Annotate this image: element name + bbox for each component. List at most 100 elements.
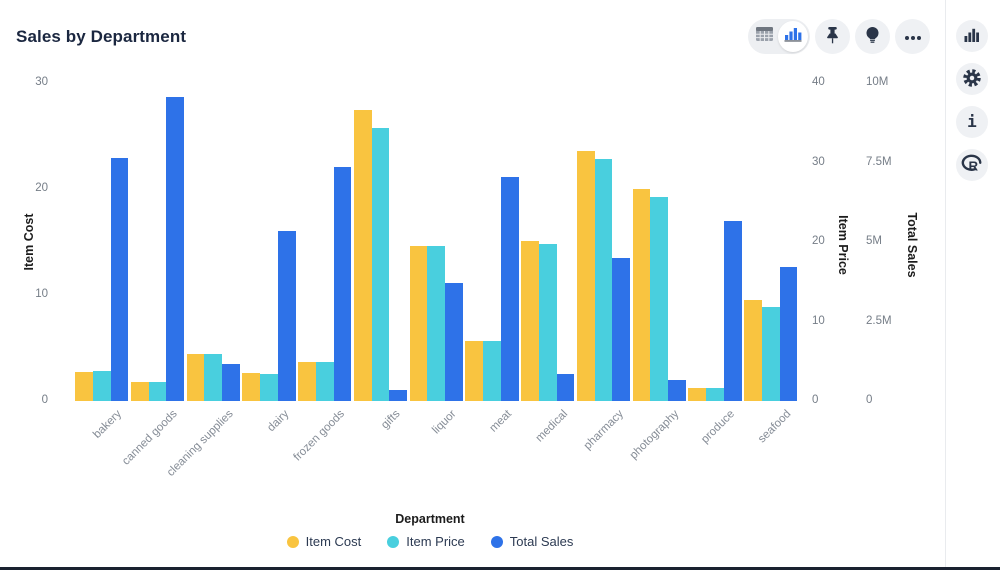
bar-photography-item-price[interactable]	[650, 197, 669, 401]
bar-meat-item-price[interactable]	[483, 340, 501, 401]
bar-bakery-item-cost[interactable]	[75, 372, 93, 401]
legend-item-total-sales[interactable]: Total Sales	[490, 534, 574, 549]
x-label-medical: medical	[533, 408, 571, 445]
lightbulb-icon	[864, 26, 881, 47]
x-label-meat: meat	[487, 408, 515, 435]
legend-label-total-sales: Total Sales	[509, 534, 574, 549]
widget-sidebar: i R	[956, 20, 988, 181]
info-button[interactable]: i	[956, 106, 988, 138]
x-label-produce: produce	[699, 408, 738, 446]
gear-icon	[962, 68, 982, 91]
bar-liquor-item-price[interactable]	[427, 245, 446, 401]
bar-medical-item-cost[interactable]	[521, 240, 539, 401]
chart-toolbar	[748, 19, 930, 54]
settings-button[interactable]	[956, 63, 988, 95]
r-attribution-button[interactable]: R	[956, 149, 988, 181]
tick-right2-0: 0	[866, 394, 873, 406]
tick-right2-10m: 10M	[866, 76, 889, 88]
tick-right1-30: 30	[812, 155, 825, 168]
legend-item-item-price[interactable]: Item Price	[387, 534, 465, 549]
tick-left-20: 20	[35, 182, 48, 194]
bar-cleaning-supplies-item-price[interactable]	[204, 354, 223, 401]
legend-dot-total-sales	[490, 535, 503, 548]
bar-gifts-item-price[interactable]	[371, 127, 390, 401]
view-toggle	[748, 19, 810, 54]
bar-pharmacy-item-cost[interactable]	[576, 150, 595, 401]
bar-seafood-item-cost[interactable]	[744, 300, 762, 401]
bar-frozen-goods-item-price[interactable]	[315, 362, 334, 401]
bar-frozen-goods-total-sales[interactable]	[333, 167, 352, 401]
table-view-icon	[755, 26, 774, 47]
page-title: Sales by Department	[16, 27, 187, 46]
legend-dot-item-price	[387, 535, 400, 548]
bar-produce-item-cost[interactable]	[688, 388, 707, 401]
bar-dairy-total-sales[interactable]	[277, 230, 296, 401]
chart-view-button[interactable]	[778, 21, 808, 52]
bar-produce-total-sales[interactable]	[723, 221, 742, 401]
bar-medical-item-price[interactable]	[538, 243, 557, 401]
table-view-button[interactable]	[750, 21, 778, 52]
bar-canned-goods-total-sales[interactable]	[166, 97, 185, 401]
bar-pharmacy-item-price[interactable]	[594, 159, 613, 401]
tick-right1-40: 40	[812, 76, 825, 88]
r-logo-icon: R	[961, 154, 983, 176]
bottom-border	[0, 567, 1000, 570]
sidebar-divider	[945, 0, 946, 570]
chart-panel-button[interactable]	[956, 20, 988, 52]
legend-item-item-cost[interactable]: Item Cost	[286, 534, 362, 549]
bar-photography-item-cost[interactable]	[632, 189, 651, 401]
bar-bakery-total-sales[interactable]	[110, 157, 129, 401]
legend-dot-item-cost	[286, 535, 299, 548]
bar-seafood-item-price[interactable]	[761, 307, 780, 401]
bar-canned-goods-item-cost[interactable]	[130, 381, 149, 401]
legend-label-item-cost: Item Cost	[305, 534, 362, 549]
bar-dairy-item-price[interactable]	[260, 373, 278, 401]
bar-photography-total-sales[interactable]	[668, 380, 686, 401]
tick-left-10: 10	[35, 288, 48, 300]
x-label-frozen-goods: frozen goods	[291, 408, 348, 464]
tick-left-0: 0	[41, 394, 48, 406]
bar-cleaning-supplies-total-sales[interactable]	[222, 364, 240, 401]
bar-meat-total-sales[interactable]	[500, 176, 519, 401]
legend: Item Cost Item Price Total Sales	[62, 534, 798, 549]
legend-label-item-price: Item Price	[406, 534, 465, 549]
bar-liquor-total-sales[interactable]	[445, 283, 463, 401]
bar-bakery-item-price[interactable]	[92, 370, 111, 401]
x-label-seafood: seafood	[755, 408, 794, 446]
bar-gifts-item-cost[interactable]	[353, 109, 372, 401]
svg-text:R: R	[969, 158, 979, 173]
info-icon: i	[967, 112, 977, 131]
bar-canned-goods-item-price[interactable]	[148, 381, 167, 401]
x-label-pharmacy: pharmacy	[581, 408, 626, 453]
bar-dairy-item-cost[interactable]	[242, 373, 261, 401]
bar-medical-total-sales[interactable]	[556, 373, 575, 401]
bar-liquor-item-cost[interactable]	[409, 246, 428, 401]
y-axis-title-left: Item Cost	[22, 213, 36, 271]
x-label-photography: photography	[627, 408, 682, 462]
bar-chart-view-icon	[784, 26, 802, 47]
tick-right1-10: 10	[812, 314, 825, 327]
x-label-gifts: gifts	[379, 408, 403, 432]
plot-area	[62, 83, 798, 401]
bar-produce-item-price[interactable]	[706, 388, 724, 401]
insights-button[interactable]	[855, 19, 890, 54]
tick-right1-0: 0	[812, 394, 819, 406]
bar-gifts-total-sales[interactable]	[389, 389, 408, 401]
bar-cleaning-supplies-item-cost[interactable]	[186, 354, 205, 401]
x-label-bakery: bakery	[91, 408, 125, 441]
tick-right2-5m: 5M	[866, 235, 882, 247]
x-label-dairy: dairy	[265, 408, 292, 435]
more-options-button[interactable]	[895, 19, 930, 54]
ellipsis-icon	[904, 29, 922, 44]
bar-frozen-goods-item-cost[interactable]	[298, 361, 316, 401]
pin-button[interactable]	[815, 19, 850, 54]
bar-chart-icon	[964, 28, 980, 45]
bar-pharmacy-total-sales[interactable]	[612, 257, 631, 401]
tick-left-30: 30	[35, 76, 48, 88]
x-axis-title: Department	[395, 512, 465, 526]
bar-seafood-total-sales[interactable]	[779, 267, 798, 401]
tick-right2-7-5m: 7.5M	[866, 155, 892, 168]
tick-right1-20: 20	[812, 235, 825, 247]
bar-meat-item-cost[interactable]	[465, 340, 484, 401]
